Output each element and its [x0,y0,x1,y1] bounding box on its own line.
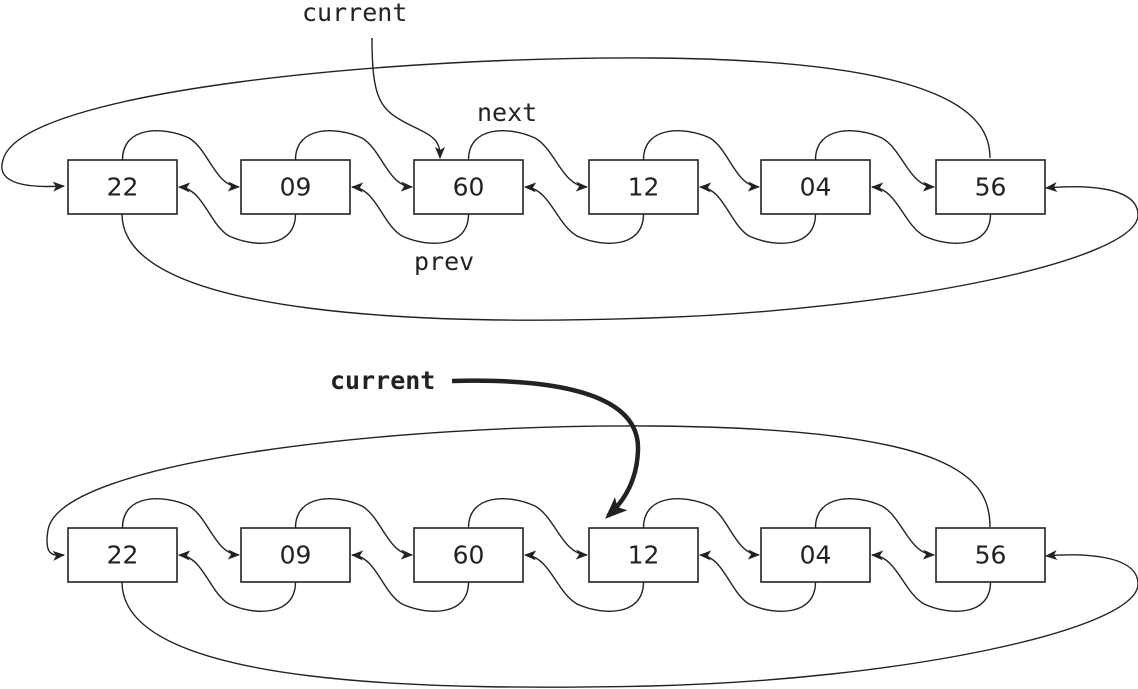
current-pointer-arrow [451,378,641,519]
node-value: 09 [280,541,312,570]
prev-link [699,182,817,244]
next-link [121,498,240,560]
list-node: 56 [935,527,1046,583]
next-link [467,498,588,560]
node-box [413,159,524,215]
current-pointer-arrow [371,37,445,159]
next-link [814,498,935,560]
list-node: 09 [240,159,351,215]
prev-link [871,182,992,244]
next-link [294,498,413,560]
list-node: 60 [413,159,524,215]
node-row: 22 09 60 12 04 56 [67,527,1046,583]
node-box [240,159,351,215]
list-node: 04 [760,159,871,215]
next-label: next [477,98,537,127]
node-box [240,527,351,583]
node-box [935,159,1046,215]
next-link [814,130,935,192]
prev-link [351,550,470,612]
node-value: 56 [975,541,1007,570]
circular-wrap-links [46,425,1138,688]
node-value: 22 [107,173,139,202]
node-row: 22 09 60 12 04 56 [67,159,1046,215]
prev-link [524,182,645,244]
node-value: 60 [453,173,485,202]
node-value: 60 [453,541,485,570]
current-pointer-label: current [330,366,435,395]
list-node: 12 [588,527,699,583]
node-value: 12 [628,173,660,202]
circular-wrap-links [1,57,1138,321]
prev-link [351,182,470,244]
node-value: 04 [800,541,832,570]
node-links [121,130,992,244]
next-link [467,130,588,192]
diagram-after: 22 09 60 12 04 56 current [46,366,1138,688]
prev-link [524,550,645,612]
list-node: 09 [240,527,351,583]
list-node: 12 [588,159,699,215]
wrap-next-link [46,425,991,561]
prev-link [178,182,297,244]
node-box [588,527,699,583]
wrap-prev-link [121,182,1138,321]
node-box [760,159,871,215]
node-box [588,159,699,215]
node-value: 09 [280,173,312,202]
node-box [67,527,178,583]
prev-label: prev [414,247,474,276]
prev-link [871,550,992,612]
node-value: 12 [628,541,660,570]
next-link [642,498,760,560]
node-value: 22 [107,541,139,570]
next-link [294,130,413,192]
wrap-prev-link [121,550,1138,688]
list-node: 22 [67,159,178,215]
diagram-before: 22 09 60 12 04 56 current next prev [1,0,1138,321]
prev-link [178,550,297,612]
wrap-next-link [1,57,991,192]
current-pointer-label: current [302,0,407,27]
node-value: 56 [975,173,1007,202]
next-link [642,130,760,192]
node-value: 04 [800,173,832,202]
list-node: 04 [760,527,871,583]
list-node: 60 [413,527,524,583]
node-box [67,159,178,215]
node-box [935,527,1046,583]
node-box [760,527,871,583]
list-node: 22 [67,527,178,583]
node-links [121,498,992,612]
list-node: 56 [935,159,1046,215]
next-link [121,130,240,192]
prev-link [699,550,817,612]
node-box [413,527,524,583]
